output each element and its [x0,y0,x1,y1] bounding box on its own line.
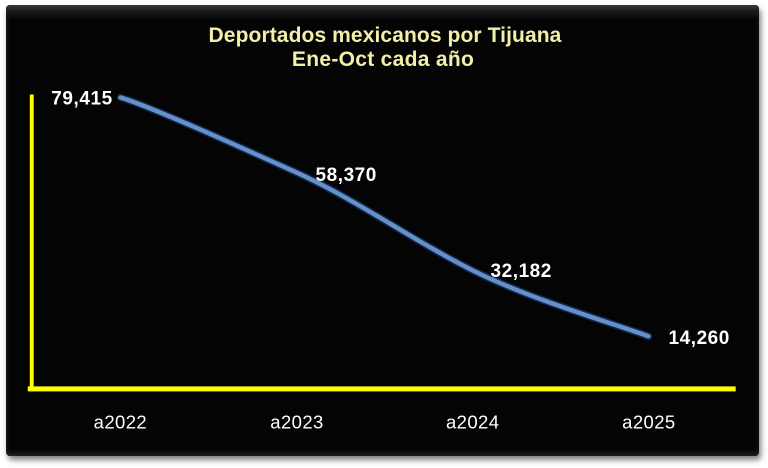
svg-text:32,182: 32,182 [491,261,552,282]
svg-text:a2025: a2025 [622,411,675,432]
svg-text:14,260: 14,260 [669,328,730,349]
svg-text:Ene-Oct cada año: Ene-Oct cada año [292,48,474,71]
svg-text:Deportados mexicanos por Tijua: Deportados mexicanos por Tijuana [209,24,562,47]
svg-text:58,370: 58,370 [316,165,377,186]
svg-text:79,415: 79,415 [51,88,112,109]
svg-text:a2022: a2022 [94,411,147,432]
svg-text:a2024: a2024 [446,411,499,432]
svg-text:a2023: a2023 [270,411,323,432]
